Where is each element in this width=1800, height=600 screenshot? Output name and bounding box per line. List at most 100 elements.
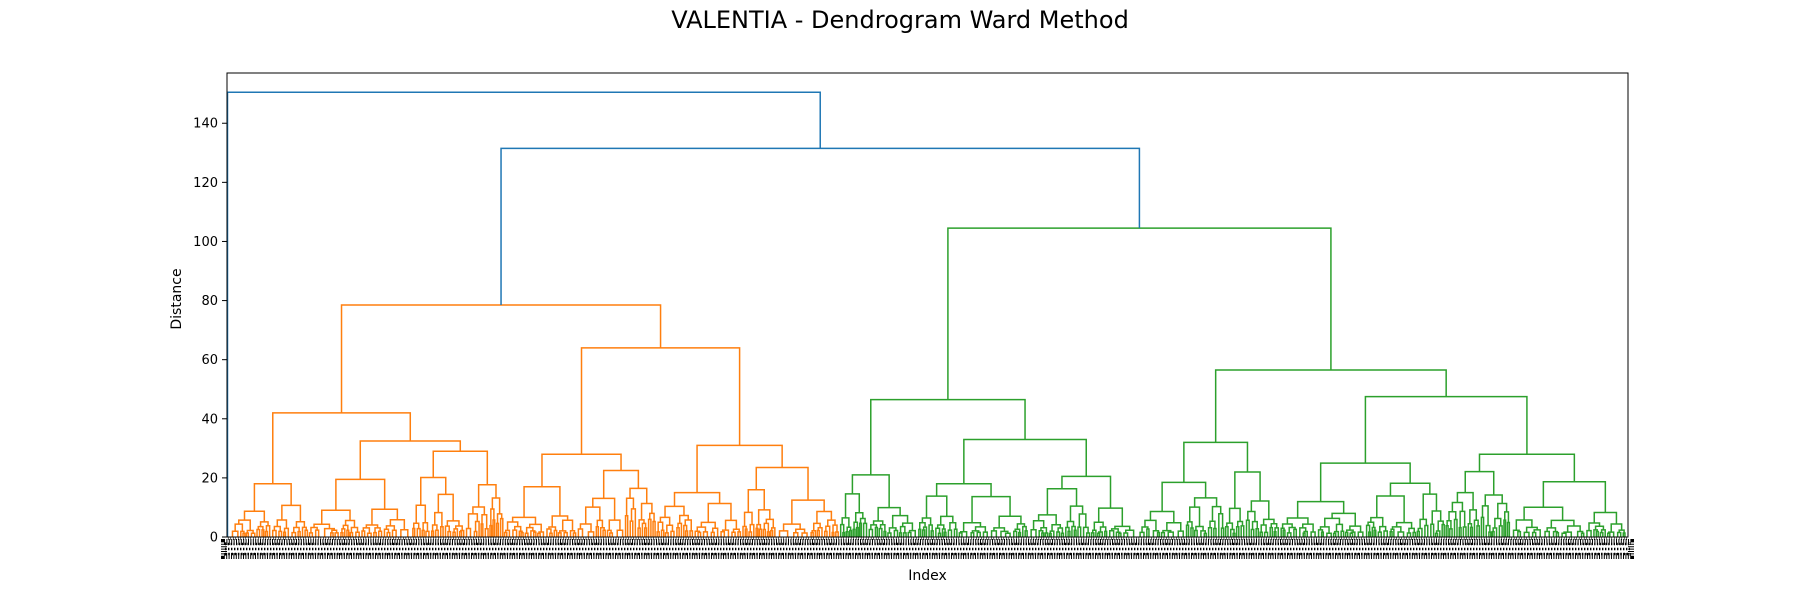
- dendrogram-link: [1156, 531, 1161, 537]
- dendrogram-link: [538, 531, 545, 537]
- dendrogram-link: [676, 526, 680, 537]
- dendrogram-link: [520, 531, 524, 537]
- dendrogram-link: [640, 502, 653, 520]
- dendrogram-link: [1473, 519, 1479, 537]
- dendrogram-link: [1161, 481, 1207, 512]
- dendrogram-link: [1599, 531, 1604, 537]
- dendrogram-link: [334, 532, 339, 537]
- dendrogram-link: [770, 529, 774, 537]
- dendrogram-link: [1097, 531, 1104, 537]
- dendrogram-link: [546, 528, 552, 537]
- dendrogram-link: [1193, 529, 1198, 537]
- dendrogram-link: [1118, 532, 1122, 537]
- dendrogram-link: [557, 532, 562, 537]
- dendrogram-link: [1303, 530, 1308, 537]
- dendrogram-link: [1506, 521, 1511, 537]
- dendrogram-link: [947, 227, 1332, 400]
- dendrogram-link: [1286, 532, 1292, 537]
- dendrogram-link: [637, 527, 641, 537]
- dendrogram-link: [1563, 531, 1573, 537]
- dendrogram-link: [1048, 532, 1052, 537]
- dendrogram-link: [1406, 532, 1412, 537]
- dendrogram-link: [561, 519, 574, 531]
- dendrogram-link: [851, 474, 890, 508]
- dendrogram-link: [762, 528, 767, 537]
- dendrogram-link: [1383, 530, 1389, 537]
- dendrogram-link: [1555, 532, 1560, 537]
- dendrogram-link: [1229, 528, 1235, 537]
- dendrogram-link: [629, 520, 634, 537]
- dendrogram-link: [425, 530, 430, 537]
- dendrogram-link: [250, 532, 256, 537]
- dendrogram-link: [1263, 531, 1269, 537]
- dendrogram-link: [737, 531, 742, 537]
- dendrogram-link: [1114, 525, 1131, 531]
- dendrogram-link: [447, 530, 452, 537]
- dendrogram-link: [1185, 524, 1190, 537]
- dendrogram-link: [293, 526, 300, 533]
- dendrogram-link: [908, 529, 916, 537]
- dendrogram-link: [1349, 525, 1362, 533]
- dendrogram-link: [664, 532, 669, 537]
- dendrogram-link: [341, 528, 346, 537]
- dendrogram-link: [710, 531, 715, 537]
- dendrogram-link: [1302, 523, 1314, 532]
- dendrogram-link: [413, 522, 420, 529]
- dendrogram-link: [1186, 521, 1193, 528]
- dendrogram-link: [1108, 530, 1115, 537]
- dendrogram-link: [616, 529, 624, 537]
- dendrogram-link: [1193, 497, 1218, 508]
- dendrogram-link: [757, 509, 771, 525]
- dendrogram-link: [340, 531, 344, 537]
- dendrogram-link: [1245, 519, 1250, 537]
- dendrogram-link: [1069, 505, 1084, 522]
- dendrogram-link: [707, 502, 732, 523]
- dendrogram-link: [506, 521, 519, 531]
- dendrogram-link: [782, 523, 801, 531]
- dendrogram-link: [649, 512, 655, 522]
- dendrogram-link: [670, 530, 675, 537]
- dendrogram-link: [1525, 526, 1538, 533]
- dendrogram-link: [1430, 523, 1435, 537]
- dendrogram-link: [1462, 526, 1467, 537]
- dendrogram-link: [1517, 530, 1522, 537]
- dendrogram-link: [1302, 532, 1306, 537]
- dendrogram-link: [1234, 471, 1261, 509]
- dendrogram-link: [1056, 531, 1061, 537]
- dendrogram-link: [930, 530, 934, 537]
- dendrogram-link: [1296, 500, 1345, 518]
- dendrogram-link: [918, 528, 922, 537]
- dendrogram-link: [732, 528, 740, 533]
- dendrogram-link: [1269, 526, 1274, 537]
- dendrogram-link: [1270, 523, 1278, 528]
- dendrogram-link: [689, 530, 694, 537]
- dendrogram-link: [1435, 530, 1441, 537]
- dendrogram-link: [1484, 494, 1503, 506]
- dendrogram-link: [489, 524, 493, 537]
- dendrogram-link: [242, 532, 246, 537]
- y-tick-label: 120: [193, 176, 218, 191]
- dendrogram-link: [1259, 531, 1263, 537]
- dendrogram-link: [323, 527, 336, 537]
- dendrogram-link: [1389, 482, 1431, 497]
- dendrogram-link: [1357, 531, 1364, 537]
- dendrogram-link: [422, 521, 429, 532]
- dendrogram-link: [1013, 530, 1018, 537]
- dendrogram-link: [1203, 532, 1207, 537]
- dendrogram-link: [883, 530, 887, 537]
- dendrogram-link: [684, 519, 692, 531]
- dendrogram-link: [749, 523, 755, 537]
- dendrogram-link: [848, 529, 853, 537]
- dendrogram-link: [1431, 510, 1442, 525]
- dendrogram-link: [512, 529, 518, 537]
- dendrogram-link: [234, 523, 244, 532]
- dendrogram-link: [1566, 525, 1581, 533]
- dendrogram-link: [226, 91, 821, 537]
- dendrogram-link: [763, 522, 770, 532]
- dendrogram-link: [720, 530, 726, 537]
- dendrogram-link: [1544, 530, 1550, 537]
- dendrogram-link: [366, 532, 372, 537]
- dendrogram-link: [1110, 528, 1119, 533]
- dendrogram-link: [1419, 518, 1428, 529]
